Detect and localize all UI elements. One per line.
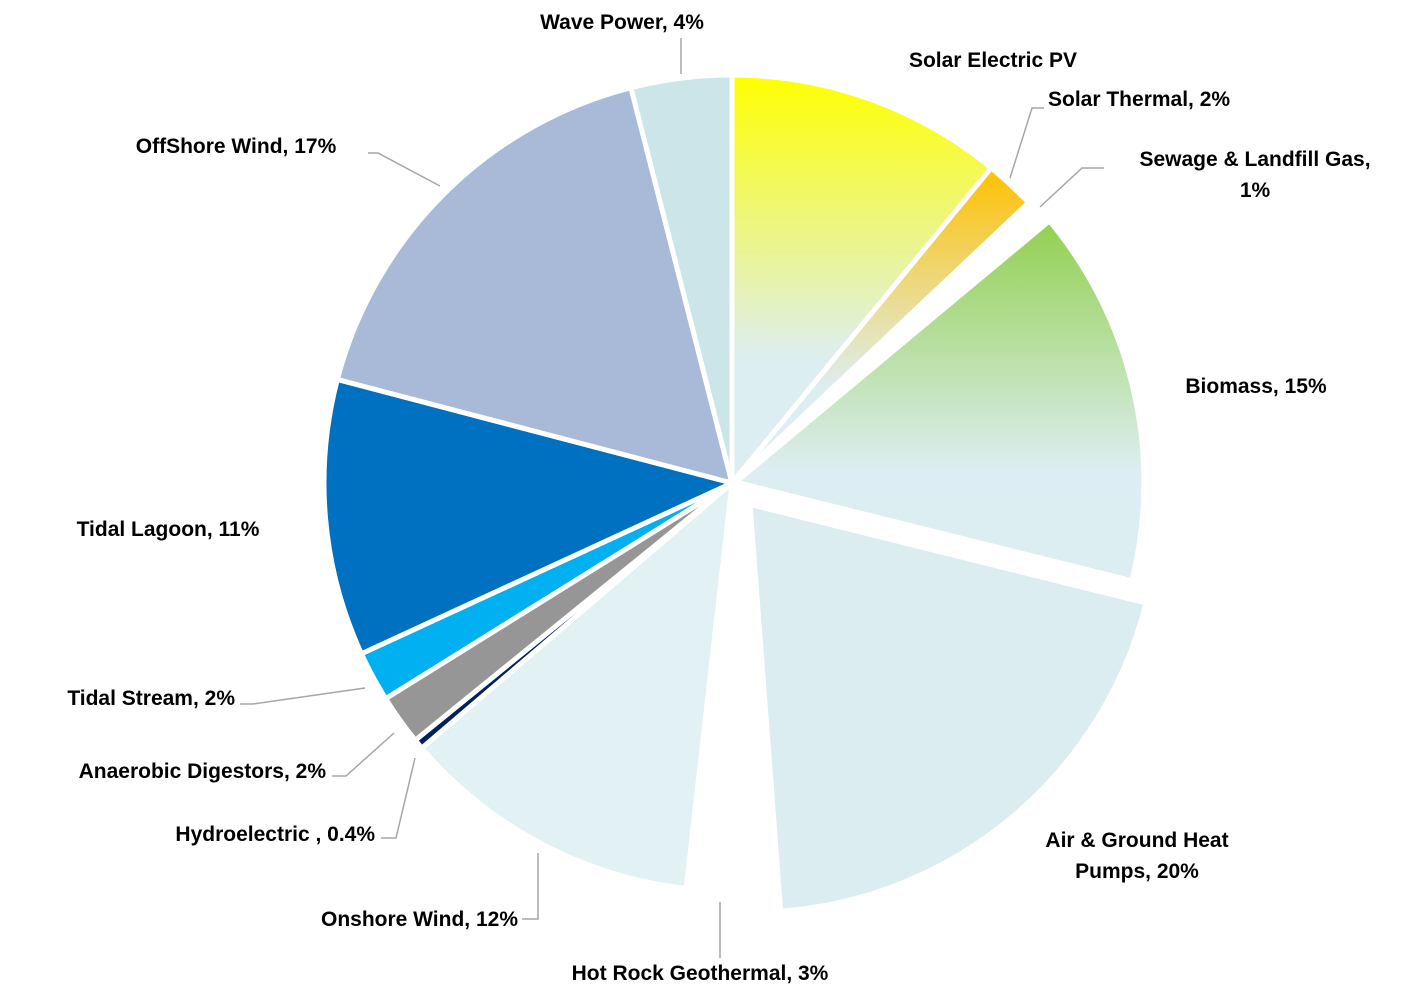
- slice-label-line: Tidal Lagoon, 11%: [77, 518, 260, 541]
- leader-line-solar-thermal: [1009, 107, 1044, 179]
- slice-label-tidal-lagoon: Tidal Lagoon, 11%: [77, 518, 260, 541]
- slice-label-line: Hydroelectric , 0.4%: [175, 823, 375, 846]
- pie-slice-offshore-wind: [334, 85, 735, 486]
- pie-slice-air-ground-heat-pumps: [747, 501, 1149, 914]
- leader-line-onshore-wind: [522, 853, 539, 920]
- slice-label-line: Pumps, 20%: [1075, 860, 1199, 883]
- slice-label-sewage-landfill-gas: Sewage & Landfill Gas, 1%: [1139, 148, 1370, 202]
- slice-label-solar-thermal: Solar Thermal, 2%: [1048, 88, 1230, 111]
- slice-label-onshore-wind: Onshore Wind, 12%: [321, 908, 518, 931]
- leader-line-offshore-wind: [368, 152, 441, 187]
- pie-slice-solar-electric-pv: [729, 72, 994, 486]
- slice-label-line: Onshore Wind, 12%: [321, 908, 518, 931]
- slice-label-air-ground-heat-pumps: Air & Ground Heat Pumps, 20%: [1045, 829, 1228, 883]
- slice-label-offshore-wind: OffShore Wind, 17%: [136, 135, 337, 158]
- slice-label-line: Solar Electric PV: [909, 49, 1077, 72]
- slice-label-tidal-stream: Tidal Stream, 2%: [67, 687, 235, 710]
- slice-label-line: Solar Thermal, 2%: [1048, 88, 1230, 111]
- pie-slice-biomass: [733, 218, 1147, 584]
- pie-slice-sewage-landfill-gas: [739, 190, 1059, 477]
- slice-label-biomass: Biomass, 15%: [1185, 375, 1327, 398]
- pie-slice-wave-power: [628, 72, 735, 486]
- leader-line-hydroelectric: [381, 757, 416, 839]
- leader-lines: [240, 38, 1104, 958]
- slice-label-line: Biomass, 15%: [1185, 375, 1327, 398]
- slice-label-wave-power: Wave Power, 4%: [540, 11, 704, 34]
- leader-line-sewage-landfill-gas: [1039, 167, 1104, 208]
- slice-label-line: 1%: [1240, 179, 1271, 202]
- slice-label-line: Air & Ground Heat: [1045, 829, 1228, 852]
- leader-line-tidal-stream: [240, 687, 366, 705]
- slice-label-line: Hot Rock Geothermal, 3%: [572, 962, 829, 985]
- slice-label-line: Wave Power, 4%: [540, 11, 704, 34]
- slice-label-solar-electric-pv: Solar Electric PV: [909, 49, 1077, 72]
- slice-label-hot-rock-geothermal: Hot Rock Geothermal, 3%: [572, 962, 829, 985]
- pie-slices: [321, 72, 1149, 914]
- slice-label-hydroelectric: Hydroelectric , 0.4%: [175, 823, 375, 846]
- slice-label-anaerobic-digestors: Anaerobic Digestors, 2%: [79, 760, 327, 783]
- pie-slice-tidal-lagoon: [321, 376, 735, 657]
- pie-slice-onshore-wind: [419, 480, 735, 891]
- slice-labels: Solar Electric PV Solar Thermal, 2% Sewage…: [67, 11, 1370, 985]
- slice-label-line: OffShore Wind, 17%: [136, 135, 337, 158]
- slice-label-line: Sewage & Landfill Gas,: [1139, 148, 1370, 171]
- leader-line-anaerobic-digestors: [332, 732, 395, 777]
- slice-label-line: Anaerobic Digestors, 2%: [79, 760, 327, 783]
- slice-label-line: Tidal Stream, 2%: [67, 687, 235, 710]
